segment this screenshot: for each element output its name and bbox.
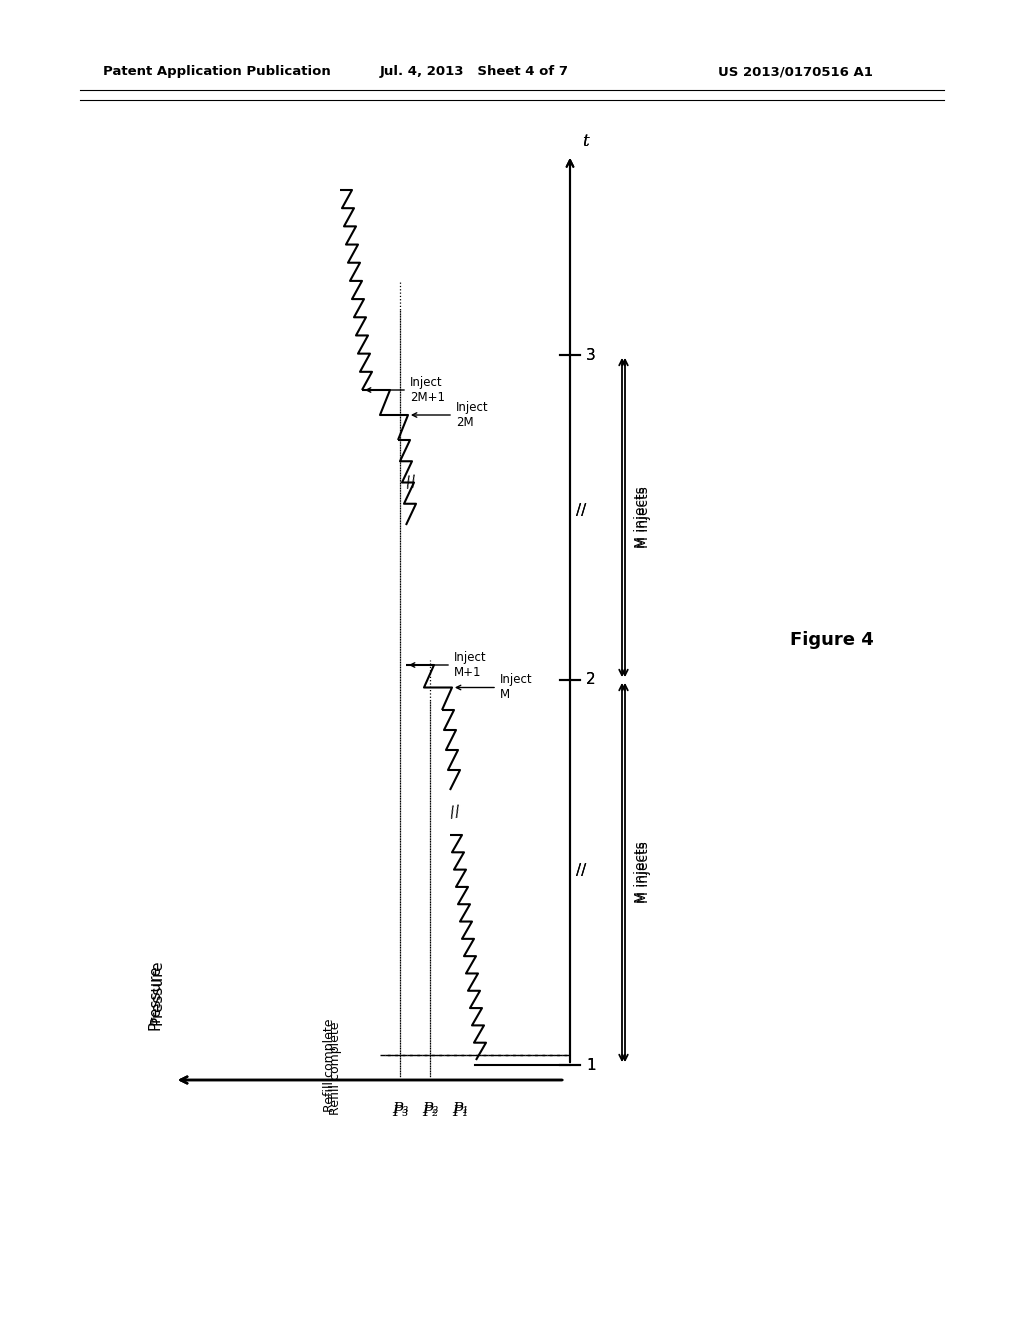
Text: Jul. 4, 2013   Sheet 4 of 7: Jul. 4, 2013 Sheet 4 of 7 bbox=[380, 66, 569, 78]
Text: 1: 1 bbox=[586, 1057, 596, 1072]
Text: 2: 2 bbox=[586, 672, 596, 688]
Text: Patent Application Publication: Patent Application Publication bbox=[103, 66, 331, 78]
Text: 2: 2 bbox=[586, 672, 596, 688]
Text: Pressure: Pressure bbox=[150, 960, 165, 1026]
Text: 1: 1 bbox=[586, 1057, 596, 1072]
Text: Figure 4: Figure 4 bbox=[790, 631, 873, 649]
Text: //: // bbox=[449, 805, 462, 821]
Text: //: // bbox=[404, 475, 418, 491]
Text: 3: 3 bbox=[586, 347, 596, 363]
Text: //: // bbox=[575, 862, 587, 878]
Text: US 2013/0170516 A1: US 2013/0170516 A1 bbox=[718, 66, 872, 78]
Text: M injects: M injects bbox=[637, 487, 651, 548]
Text: 3: 3 bbox=[586, 347, 596, 363]
Text: M injects: M injects bbox=[634, 842, 648, 903]
Text: M injects: M injects bbox=[634, 487, 648, 548]
Text: Inject
2M: Inject 2M bbox=[456, 401, 488, 429]
Text: Refill complete: Refill complete bbox=[324, 1018, 337, 1111]
Text: Inject
M: Inject M bbox=[500, 673, 532, 701]
Text: t: t bbox=[582, 133, 589, 150]
Text: P₃: P₃ bbox=[392, 1102, 409, 1115]
Text: P₂: P₂ bbox=[422, 1105, 438, 1119]
Text: P₁: P₁ bbox=[452, 1102, 468, 1115]
Text: M injects: M injects bbox=[637, 842, 651, 903]
Text: //: // bbox=[575, 862, 587, 878]
Text: Pressure: Pressure bbox=[147, 965, 163, 1030]
Text: Inject
M+1: Inject M+1 bbox=[454, 651, 486, 678]
Text: t: t bbox=[582, 133, 589, 150]
Text: //: // bbox=[575, 503, 587, 517]
Text: Refill complete: Refill complete bbox=[329, 1022, 341, 1115]
Text: P₁: P₁ bbox=[452, 1105, 468, 1119]
Text: Inject
2M+1: Inject 2M+1 bbox=[410, 376, 445, 404]
Text: //: // bbox=[575, 503, 587, 517]
Text: P₂: P₂ bbox=[422, 1102, 438, 1115]
Text: P₃: P₃ bbox=[392, 1105, 409, 1119]
